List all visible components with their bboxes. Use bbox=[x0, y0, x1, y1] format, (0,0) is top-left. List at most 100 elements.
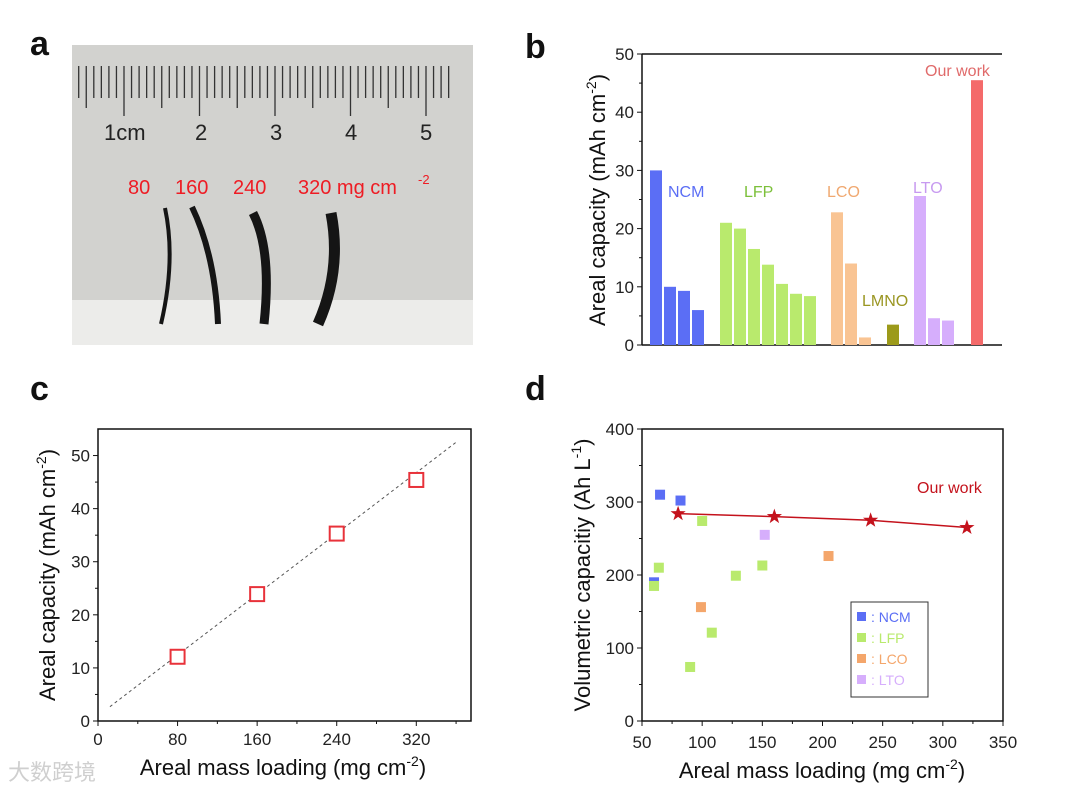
bar-lfp bbox=[748, 248, 760, 345]
bar-lco bbox=[831, 212, 843, 345]
data-point bbox=[328, 525, 345, 542]
x-tick-label: 160 bbox=[243, 730, 271, 749]
y-tick-label: 300 bbox=[606, 493, 634, 512]
bar-lfp bbox=[720, 222, 732, 345]
group-label: LFP bbox=[744, 184, 773, 201]
data-point bbox=[169, 648, 186, 665]
y-tick-label: 200 bbox=[606, 566, 634, 585]
y-tick-label: 0 bbox=[625, 712, 634, 731]
sample-label: 320 mg cm bbox=[298, 177, 397, 199]
x-tick-label: 50 bbox=[633, 733, 652, 752]
legend-marker bbox=[857, 654, 866, 663]
our-work-star bbox=[959, 519, 975, 534]
y-tick-label: 0 bbox=[81, 712, 90, 731]
our-work-star bbox=[863, 512, 879, 527]
data-point-lfp bbox=[730, 570, 741, 581]
chart-d-scatter: 50 100 150 200 250 300 350 0 100 200 300 400 Volumet… bbox=[568, 420, 1017, 783]
y-tick-label: 0 bbox=[625, 336, 634, 355]
bar-lfp bbox=[776, 283, 788, 345]
group-label: NCM bbox=[668, 184, 704, 201]
panel-label-b: b bbox=[525, 28, 546, 66]
y-tick-label: 10 bbox=[615, 278, 634, 297]
y-tick-label: 40 bbox=[71, 500, 90, 519]
y-tick-label: 100 bbox=[606, 639, 634, 658]
y-tick-label: 400 bbox=[606, 420, 634, 439]
our-work-label: Our work bbox=[917, 480, 983, 497]
electrode-photo: 1cm 2 3 4 5 80 160 240 320 mg cm -2 bbox=[72, 45, 473, 345]
data-point-lfp bbox=[757, 560, 768, 571]
bar-lfp bbox=[734, 228, 746, 345]
ruler-label: 2 bbox=[195, 120, 207, 145]
bar-lco bbox=[845, 263, 857, 345]
data-point-ncm bbox=[675, 495, 686, 506]
legend-label: : NCM bbox=[871, 609, 911, 625]
data-point-lto bbox=[759, 529, 770, 540]
x-axis-label: Areal mass loading (mg cm-2) bbox=[679, 756, 965, 783]
x-tick-label: 200 bbox=[808, 733, 836, 752]
chart-b-bar: 0 10 20 30 40 50 Areal capacity (mAh cm-2) NCM L… bbox=[583, 45, 1002, 355]
watermark: 大数跨境 bbox=[8, 760, 96, 785]
x-axis-label: Areal mass loading (mg cm-2) bbox=[140, 753, 426, 780]
sample-label-sup: -2 bbox=[418, 172, 430, 187]
ruler-ticks bbox=[78, 66, 450, 116]
x-tick-label: 320 bbox=[402, 730, 430, 749]
electrode-240 bbox=[248, 210, 271, 325]
legend-marker bbox=[857, 675, 866, 684]
y-axis-label: Areal capacity (mAh cm-2) bbox=[33, 449, 60, 701]
plot-frame bbox=[97, 428, 472, 722]
ruler-label: 1cm bbox=[104, 120, 146, 145]
panel-label-d: d bbox=[525, 370, 546, 408]
chart-c-scatter: 0 80 160 240 320 0 10 20 30 40 50 Areal capacity (m… bbox=[33, 428, 472, 780]
y-tick-label: 50 bbox=[71, 447, 90, 466]
bar-lto bbox=[928, 318, 940, 345]
fit-line bbox=[109, 441, 457, 708]
sample-label: 240 bbox=[233, 177, 266, 199]
sample-label: 80 bbox=[128, 177, 150, 199]
bar-ncm bbox=[692, 310, 704, 345]
our-work-star bbox=[766, 508, 782, 524]
electrode-320 bbox=[312, 211, 340, 327]
x-tick-label: 300 bbox=[929, 733, 957, 752]
panel-label-c: c bbox=[30, 370, 49, 408]
y-tick-label: 20 bbox=[71, 606, 90, 625]
legend-marker bbox=[857, 633, 866, 642]
y-tick-label: 10 bbox=[71, 659, 90, 678]
data-point-ncm bbox=[655, 489, 666, 500]
bar-lco bbox=[859, 337, 871, 345]
x-tick-label: 240 bbox=[323, 730, 351, 749]
our-work-star bbox=[670, 505, 686, 521]
data-point-lfp bbox=[653, 562, 664, 573]
sample-label: 160 bbox=[175, 177, 208, 199]
x-tick-label: 150 bbox=[748, 733, 776, 752]
electrode-160 bbox=[189, 205, 221, 325]
x-tick-label: 80 bbox=[168, 730, 187, 749]
x-tick-label: 250 bbox=[868, 733, 896, 752]
our-work-line bbox=[678, 512, 967, 529]
electrode-80 bbox=[159, 207, 172, 325]
data-point bbox=[249, 586, 266, 603]
data-point-lfp bbox=[706, 627, 717, 638]
panel-label-a: a bbox=[30, 25, 50, 63]
group-label: Our work bbox=[925, 63, 991, 80]
data-point bbox=[408, 471, 425, 488]
bar-lfp bbox=[762, 264, 774, 345]
y-axis-label: Volumetric capacitiy (Ah L-1) bbox=[568, 439, 595, 712]
bar-ncm bbox=[664, 286, 676, 345]
data-point-lfp bbox=[685, 661, 696, 672]
group-label: LCO bbox=[827, 184, 860, 201]
y-tick-label: 20 bbox=[615, 220, 634, 239]
ruler-label: 5 bbox=[420, 120, 432, 145]
bar-lto bbox=[942, 320, 954, 345]
bar-lfp bbox=[790, 293, 802, 345]
x-tick-label: 350 bbox=[989, 733, 1017, 752]
y-axis-label: Areal capacity (mAh cm-2) bbox=[583, 74, 610, 326]
legend-label: : LFP bbox=[871, 630, 904, 646]
legend-label: : LTO bbox=[871, 672, 905, 688]
legend-label: : LCO bbox=[871, 651, 908, 667]
ruler-label: 4 bbox=[345, 120, 357, 145]
legend-marker bbox=[857, 612, 866, 621]
bar-lmno bbox=[887, 324, 899, 345]
bar-our-work bbox=[971, 80, 983, 345]
data-point-lfp bbox=[649, 580, 660, 591]
